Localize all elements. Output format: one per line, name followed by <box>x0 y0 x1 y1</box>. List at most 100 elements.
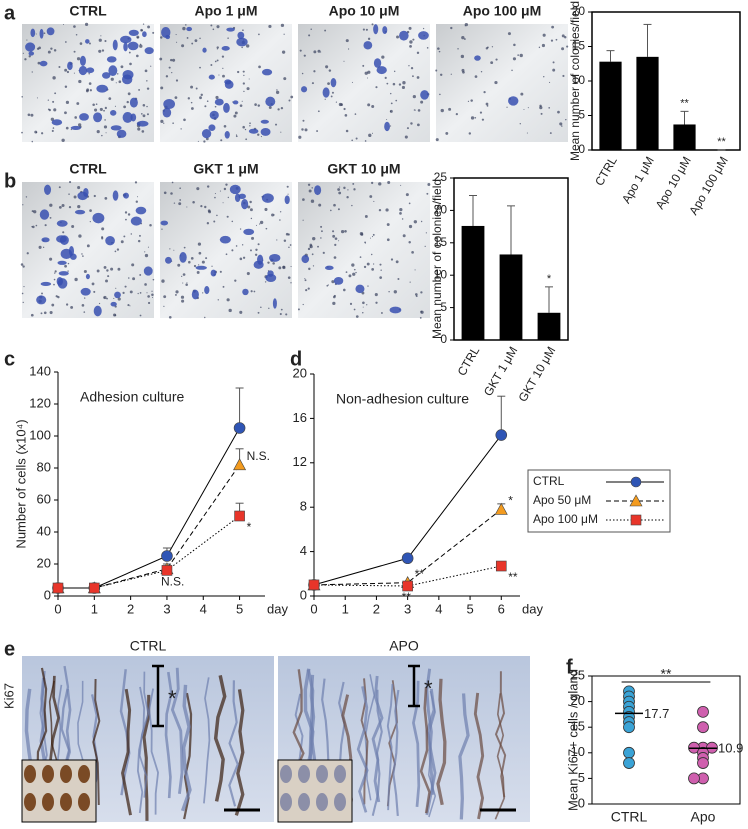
colony-dot <box>126 100 129 104</box>
colony-dot <box>193 264 197 268</box>
colony-dot <box>123 105 127 109</box>
colony-dot <box>77 186 81 190</box>
colony-dot <box>41 292 43 295</box>
x-unit: day <box>522 601 543 616</box>
colony-dot <box>395 99 398 102</box>
colony-dot <box>364 242 366 244</box>
colony-dot <box>437 47 440 50</box>
colony-dot <box>283 77 287 81</box>
bar <box>599 61 622 150</box>
colony-dot <box>313 50 317 54</box>
colony-dot <box>370 253 373 256</box>
micrograph <box>22 182 154 318</box>
x-tick-label: 4 <box>200 601 207 616</box>
colony-dot <box>257 243 260 246</box>
colony-dot <box>260 306 262 308</box>
colony <box>265 273 277 283</box>
colony-dot <box>246 44 250 48</box>
point <box>623 757 635 769</box>
colony-dot <box>264 207 268 212</box>
gland <box>170 667 184 795</box>
colony-dot <box>450 26 453 30</box>
colony-dot <box>169 58 173 62</box>
colony-dot <box>397 278 400 281</box>
colony-dot <box>84 22 89 26</box>
colony-dot <box>467 100 470 102</box>
nucleus <box>298 765 310 783</box>
colony-dot <box>106 269 109 272</box>
stain-label: Ki67 <box>1 683 16 709</box>
colony <box>85 39 90 44</box>
colony-dot <box>222 285 225 288</box>
colony-dot <box>218 74 220 76</box>
colony-dot <box>355 315 359 318</box>
colony-dot <box>192 200 195 204</box>
colony-dot <box>222 202 224 204</box>
colony-dot <box>327 82 330 86</box>
colony-dot <box>92 103 95 107</box>
colony <box>208 74 215 80</box>
colony-dot <box>519 123 521 125</box>
colony-dot <box>137 292 139 295</box>
colony-dot <box>307 287 310 290</box>
colony-dot <box>265 227 268 230</box>
colony-dot <box>277 108 280 111</box>
significance: * <box>547 273 552 285</box>
panel-label: b <box>4 170 16 192</box>
colony-dot <box>320 237 322 239</box>
colony-dot <box>134 181 138 184</box>
y-tick-label: 12 <box>293 454 307 469</box>
colony-dot <box>163 305 165 307</box>
y-tick-label: 0 <box>440 332 447 346</box>
image-caption: GKT 10 μM <box>327 161 400 177</box>
colony <box>30 28 36 38</box>
x-tick-label: Apo <box>691 809 716 825</box>
y-tick-label: 10 <box>572 73 586 87</box>
colony-dot <box>316 130 319 133</box>
colony-dot <box>561 47 565 51</box>
colony-dot <box>214 193 216 195</box>
colony <box>232 100 239 105</box>
colony <box>384 121 390 132</box>
colony-dot <box>325 65 329 69</box>
colony-dot <box>520 92 524 96</box>
colony-dot <box>324 98 326 100</box>
colony-dot <box>417 109 421 112</box>
y-axis-label: Mean number of colonies/field <box>568 1 582 161</box>
colony-dot <box>351 81 353 83</box>
colony-dot <box>34 130 38 134</box>
colony-dot <box>343 107 346 111</box>
colony-dot <box>129 62 132 66</box>
colony-dot <box>31 210 34 213</box>
colony-dot <box>538 46 541 49</box>
colony <box>78 65 88 76</box>
colony-dot <box>163 191 167 195</box>
colony-dot <box>561 125 563 127</box>
colony-dot <box>367 103 371 107</box>
colony-dot <box>305 289 308 292</box>
colony <box>236 37 248 47</box>
colony-dot <box>115 82 117 84</box>
colony-dot <box>196 187 200 191</box>
colony <box>79 55 86 66</box>
y-tick-label: 0 <box>44 587 51 602</box>
colony-dot <box>331 280 335 284</box>
bar <box>636 56 659 150</box>
colony-dot <box>225 253 228 256</box>
point <box>688 772 700 785</box>
colony-dot <box>21 96 23 98</box>
marker <box>161 565 173 576</box>
y-tick-label: 20 <box>572 4 586 18</box>
colony-dot <box>413 220 417 224</box>
colony-dot <box>104 106 107 110</box>
colony-dot <box>138 89 141 91</box>
colony-dot <box>214 196 216 199</box>
colony-dot <box>50 47 53 50</box>
colony-dot <box>95 103 98 105</box>
colony-dot <box>405 193 409 197</box>
colony-dot <box>390 102 393 105</box>
colony-dot <box>125 218 127 221</box>
colony-dot <box>369 237 371 239</box>
point <box>697 721 709 734</box>
colony-dot <box>371 132 373 134</box>
